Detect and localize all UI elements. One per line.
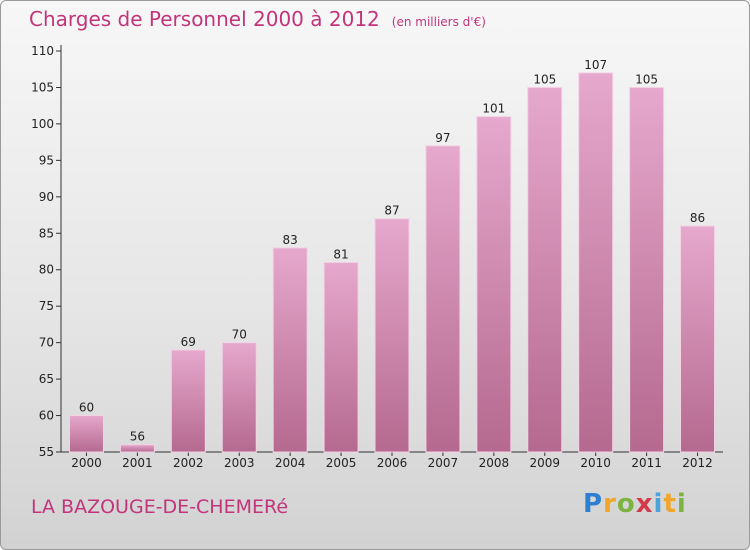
bar bbox=[578, 72, 614, 453]
bar bbox=[680, 225, 716, 453]
bar bbox=[170, 349, 206, 453]
y-tick-label: 55 bbox=[39, 445, 54, 459]
proxiti-logo: Proxiti bbox=[583, 489, 687, 519]
chart-bars bbox=[68, 72, 716, 453]
y-tick-label: 110 bbox=[31, 44, 54, 58]
y-tick-label: 100 bbox=[31, 117, 54, 131]
y-tick-label: 70 bbox=[39, 336, 54, 350]
y-tick-label: 95 bbox=[39, 153, 54, 167]
data-label: 70 bbox=[232, 328, 247, 342]
chart-labels: 2000 60 2001 56 2002 69 2003 70 2004 83 2005 81 2006… bbox=[71, 58, 713, 470]
bar bbox=[629, 86, 665, 453]
bar bbox=[527, 86, 563, 453]
y-tick-label: 80 bbox=[39, 263, 54, 277]
bar bbox=[272, 247, 308, 453]
data-label: 107 bbox=[584, 58, 607, 72]
bar bbox=[221, 342, 257, 453]
x-tick-label: 2001 bbox=[122, 456, 153, 470]
y-tick-label: 85 bbox=[39, 226, 54, 240]
data-label: 101 bbox=[482, 102, 505, 116]
chart-title: Charges de Personnel 2000 à 2012 (en mill… bbox=[29, 7, 486, 31]
bar bbox=[476, 116, 512, 453]
data-label: 60 bbox=[79, 401, 94, 415]
logo-letter: o bbox=[616, 489, 636, 519]
x-tick-label: 2010 bbox=[580, 456, 611, 470]
y-tick-label: 65 bbox=[39, 372, 54, 386]
logo-letter: P bbox=[583, 489, 604, 519]
data-label: 105 bbox=[635, 72, 658, 86]
data-label: 56 bbox=[130, 430, 145, 444]
logo-letter: i bbox=[653, 489, 664, 519]
logo-letter: i bbox=[676, 489, 687, 519]
chart-axes: 55 60 65 70 75 80 85 90 95 100 105 110 bbox=[31, 44, 723, 459]
x-tick-label: 2009 bbox=[529, 456, 560, 470]
x-tick-label: 2012 bbox=[682, 456, 713, 470]
bar bbox=[425, 145, 461, 453]
x-tick-label: 2000 bbox=[71, 456, 102, 470]
logo-letter: t bbox=[663, 489, 677, 519]
chart-unit: (en milliers d'€) bbox=[391, 15, 486, 29]
x-tick-label: 2005 bbox=[326, 456, 357, 470]
bar bbox=[68, 415, 104, 453]
y-tick-label: 105 bbox=[31, 80, 54, 94]
data-label: 87 bbox=[384, 204, 399, 218]
x-tick-label: 2007 bbox=[428, 456, 459, 470]
y-tick-label: 90 bbox=[39, 190, 54, 204]
bar bbox=[119, 444, 155, 453]
commune-name: LA BAZOUGE-DE-CHEMERé bbox=[31, 496, 289, 518]
bar bbox=[374, 218, 410, 453]
chart-title-text: Charges de Personnel 2000 à 2012 bbox=[29, 7, 380, 31]
data-label: 97 bbox=[435, 131, 450, 145]
data-label: 105 bbox=[533, 72, 556, 86]
data-label: 83 bbox=[283, 233, 298, 247]
data-label: 69 bbox=[181, 335, 196, 349]
y-tick-label: 75 bbox=[39, 299, 54, 313]
x-tick-label: 2002 bbox=[173, 456, 204, 470]
logo-letter: r bbox=[603, 489, 617, 519]
x-tick-label: 2004 bbox=[275, 456, 306, 470]
data-label: 81 bbox=[333, 247, 348, 261]
x-tick-label: 2003 bbox=[224, 456, 255, 470]
y-tick-label: 60 bbox=[39, 409, 54, 423]
x-tick-label: 2011 bbox=[631, 456, 662, 470]
x-tick-label: 2008 bbox=[479, 456, 510, 470]
x-tick-label: 2006 bbox=[377, 456, 408, 470]
data-label: 86 bbox=[690, 211, 705, 225]
logo-letter: x bbox=[635, 489, 654, 519]
bar bbox=[323, 261, 359, 453]
